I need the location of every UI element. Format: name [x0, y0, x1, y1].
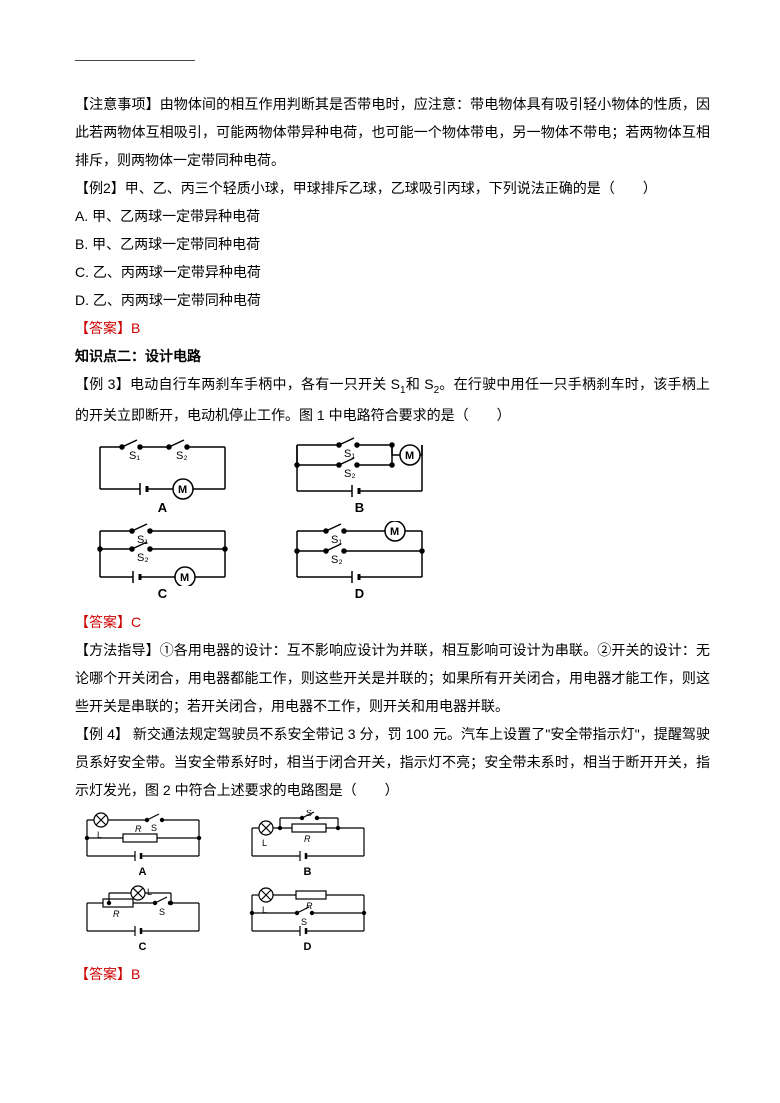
ex3-fig-b: S₁ S₂ M B	[282, 435, 437, 516]
ex4-fig-b: L S R B	[240, 810, 375, 879]
s2-label: S₂	[331, 554, 343, 566]
ex2-option-d: D. 乙、丙两球一定带同种电荷	[75, 286, 710, 314]
r-label: R	[304, 834, 311, 844]
ex4-fig-a-label: A	[75, 866, 210, 879]
circuit-b-icon: S₁ S₂ M	[282, 435, 437, 500]
s-label: S	[151, 823, 157, 833]
l-label: L	[97, 830, 102, 840]
circuit2-a-icon: L S R	[75, 810, 210, 866]
ex2-stem: 【例2】甲、乙、丙三个轻质小球，甲球排斥乙球，乙球吸引丙球，下列说法正确的是（ …	[75, 174, 710, 202]
note-text: 由物体间的相互作用判断其是否带电时，应注意：带电物体具有吸引轻小物体的性质，因此…	[75, 96, 710, 168]
l-label: L	[147, 887, 152, 897]
ex3-figures: S₁ S₂ M A	[85, 435, 710, 602]
circuit2-d-icon: L S R	[240, 885, 375, 941]
ex4-stem: 【例 4】 新交通法规定驾驶员不系安全带记 3 分，罚 100 元。汽车上设置了…	[75, 720, 710, 804]
s-label: S	[159, 907, 165, 917]
ex3-fig-a: S₁ S₂ M A	[85, 435, 240, 516]
ex4-fig-d: L S R D	[240, 885, 375, 954]
circuit-c-icon: S₁ S₂ M	[85, 521, 240, 586]
ex3-stem-mid: 和 S	[406, 376, 434, 392]
ex4-fig-b-label: B	[240, 866, 375, 879]
ex4-answer-label: 【答案】	[75, 966, 131, 982]
ex2-option-a: A. 甲、乙两球一定带异种电荷	[75, 202, 710, 230]
note-paragraph: 【注意事项】由物体间的相互作用判断其是否带电时，应注意：带电物体具有吸引轻小物体…	[75, 90, 710, 174]
s-label: S	[306, 810, 312, 818]
circuit2-c-icon: L S R	[75, 885, 210, 941]
ex3-answer: 【答案】C	[75, 608, 710, 636]
ex2-option-b: B. 甲、乙两球一定带同种电荷	[75, 230, 710, 258]
l-label: L	[262, 905, 267, 915]
ex4-stem-text: 新交通法规定驾驶员不系安全带记 3 分，罚 100 元。汽车上设置了"安全带指示…	[75, 726, 710, 798]
circuit-a-icon: S₁ S₂ M	[85, 435, 240, 500]
ex3-stem: 【例 3】电动自行车两刹车手柄中，各有一只开关 S1和 S2。在行驶中用任一只手…	[75, 370, 710, 429]
r-label: R	[113, 909, 120, 919]
s2-label: S₂	[344, 468, 356, 480]
ex4-fig-c: L S R C	[75, 885, 210, 954]
note-heading: 【注意事项】	[75, 96, 160, 112]
ex4-fig-d-label: D	[240, 941, 375, 954]
ex3-fig-c: S₁ S₂ M C	[85, 521, 240, 602]
ex4-fig-c-label: C	[75, 941, 210, 954]
method-paragraph: 【方法指导】①各用电器的设计：互不影响应设计为并联，相互影响可设计为串联。②开关…	[75, 636, 710, 720]
ex4-answer: 【答案】B	[75, 960, 710, 988]
r-label: R	[306, 901, 313, 911]
ex3-stem-1: 电动自行车两刹车手柄中，各有一只开关 S	[130, 376, 400, 392]
ex3-fig-c-label: C	[85, 586, 240, 602]
ex4-answer-value: B	[131, 966, 140, 982]
ex2-options: A. 甲、乙两球一定带异种电荷 B. 甲、乙两球一定带同种电荷 C. 乙、丙两球…	[75, 202, 710, 314]
ex3-fig-b-label: B	[282, 500, 437, 516]
ex4-figures: L S R A	[75, 810, 710, 954]
ex2-stem-text: 甲、乙、丙三个轻质小球，甲球排斥乙球，乙球吸引丙球，下列说法正确的是（ ）	[125, 180, 657, 196]
s-label: S	[301, 917, 307, 927]
kp2-title: 知识点二：设计电路	[75, 342, 710, 370]
motor-label: M	[405, 450, 414, 462]
ex3-fig-d-label: D	[282, 586, 437, 602]
ex2-option-c: C. 乙、丙两球一定带异种电荷	[75, 258, 710, 286]
s1-label: S₁	[137, 534, 148, 546]
ex4-fig-a: L S R A	[75, 810, 210, 879]
motor-label: M	[180, 572, 189, 584]
ex3-fig-a-label: A	[85, 500, 240, 516]
circuit-d-icon: S₁ S₂ M	[282, 521, 437, 586]
r-label: R	[135, 824, 142, 834]
l-label: L	[262, 838, 267, 848]
ex3-answer-value: C	[131, 614, 141, 630]
ex3-answer-label: 【答案】	[75, 614, 131, 630]
ex3-heading: 【例 3】	[75, 376, 130, 392]
s2-label: S₂	[137, 552, 149, 564]
s1-label: S₁	[129, 450, 140, 462]
method-text: ①各用电器的设计：互不影响应设计为并联，相互影响可设计为串联。②开关的设计：无论…	[75, 642, 710, 714]
ex4-heading: 【例 4】	[75, 726, 129, 742]
ex2-heading: 【例2】	[75, 180, 125, 196]
s1-label: S₁	[331, 534, 342, 546]
method-heading: 【方法指导】	[75, 642, 160, 658]
header-rule	[75, 60, 195, 61]
ex2-answer-label: 【答案】	[75, 320, 131, 336]
motor-label: M	[390, 526, 399, 538]
ex2-answer-value: B	[131, 320, 140, 336]
ex2-answer: 【答案】B	[75, 314, 710, 342]
circuit2-b-icon: L S R	[240, 810, 375, 866]
ex3-fig-d: S₁ S₂ M D	[282, 521, 437, 602]
s1-label: S₁	[344, 448, 355, 460]
s2-label: S₂	[176, 450, 188, 462]
motor-label: M	[178, 484, 187, 496]
